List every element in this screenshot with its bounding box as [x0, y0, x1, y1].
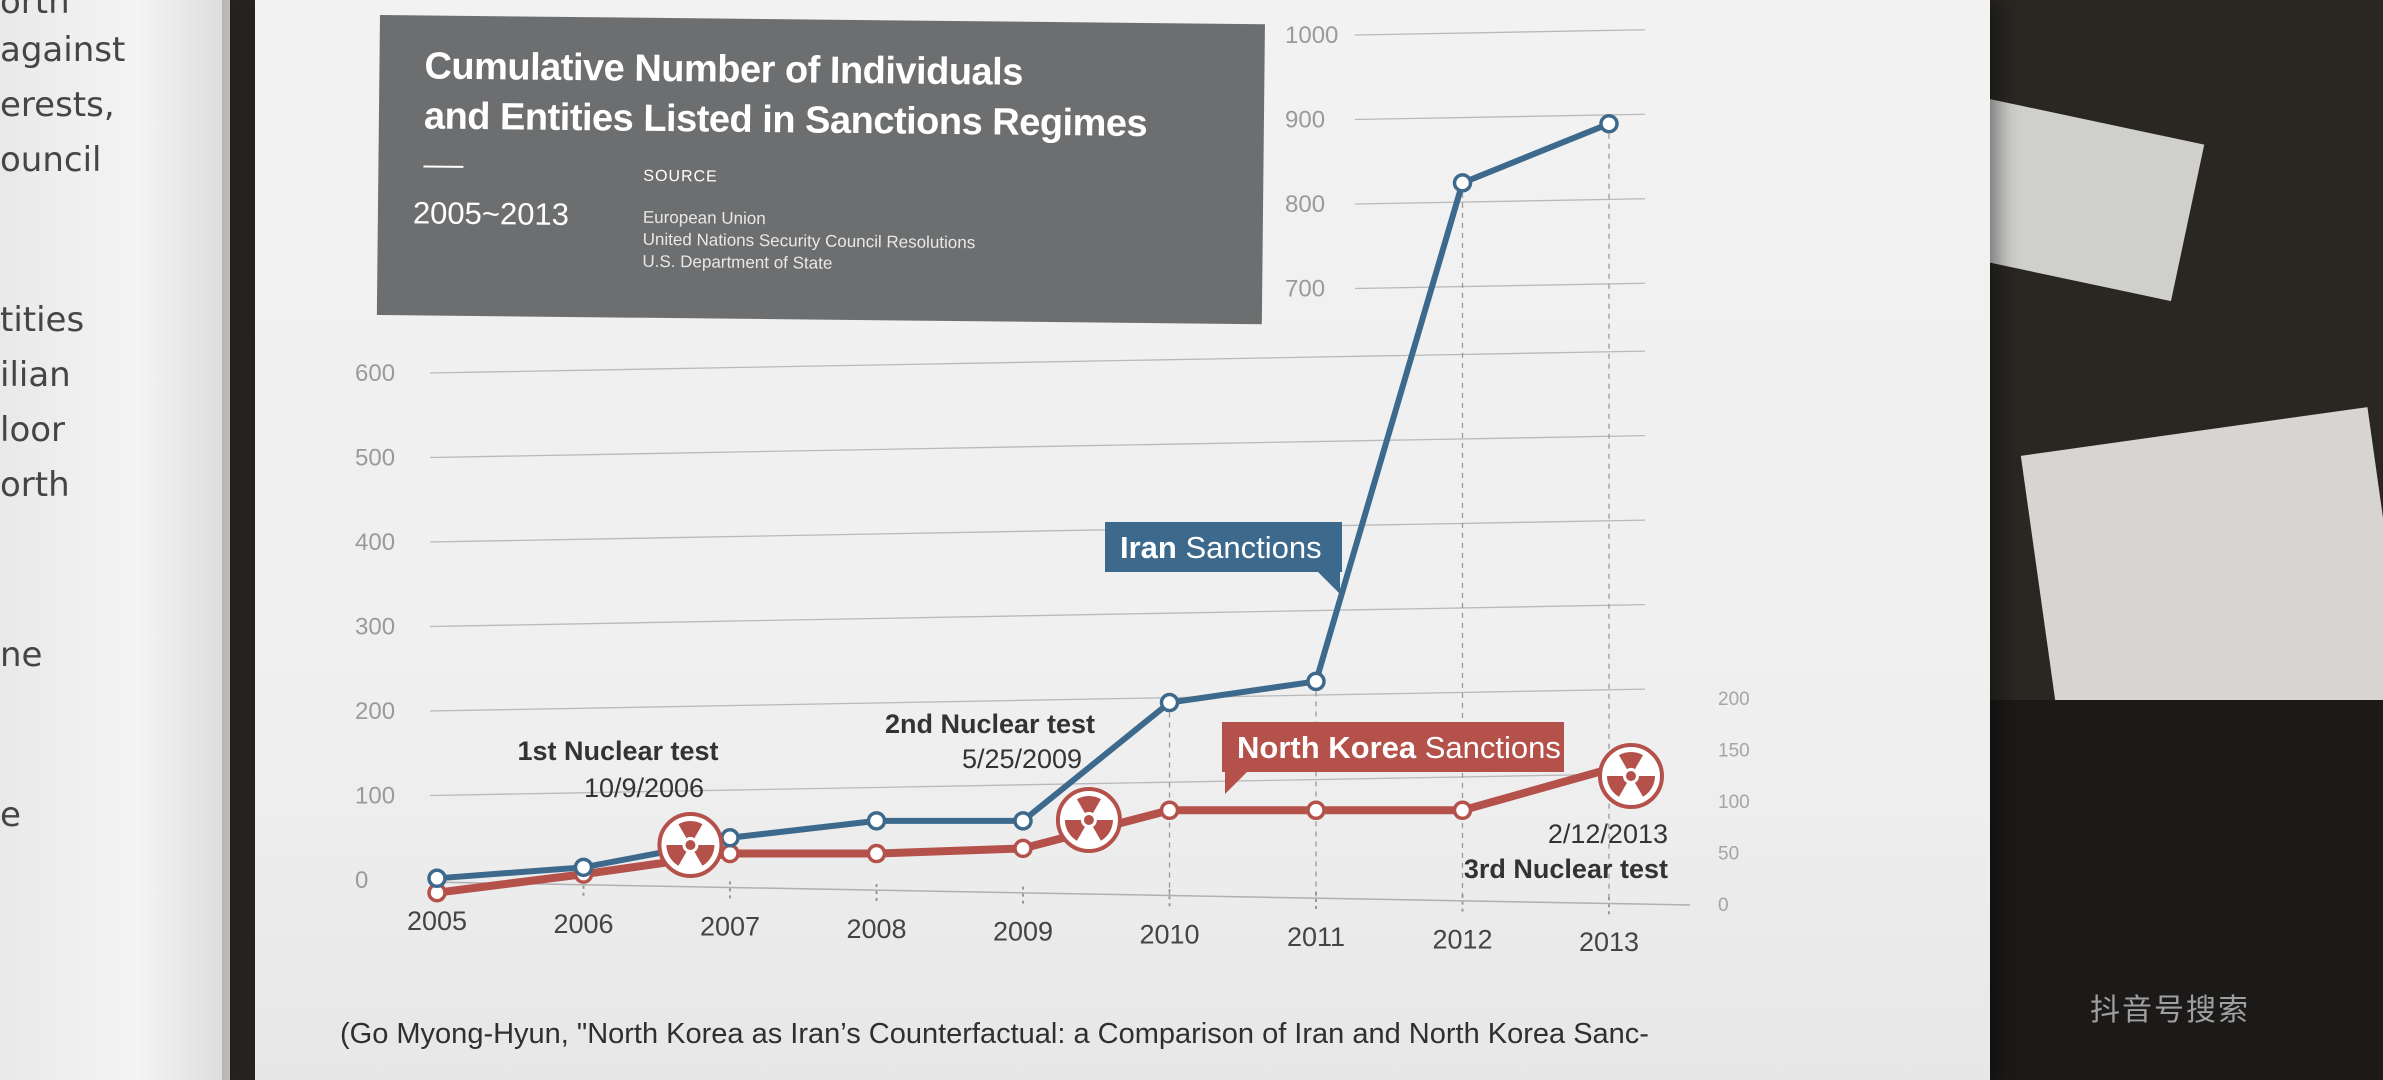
iran-data-point — [1452, 173, 1473, 193]
y-tick-label: 800 — [1285, 191, 1325, 218]
iran-data-point — [1306, 671, 1326, 692]
y-tick-label: 0 — [355, 867, 368, 894]
iran-data-point — [427, 868, 447, 889]
y-tick-label: 700 — [1285, 276, 1325, 303]
chart-title-line1: Cumulative Number of Individuals — [424, 45, 1024, 94]
y-tick-label: 300 — [355, 614, 395, 641]
right-y-tick-label: 50 — [1718, 844, 1739, 865]
source-item: United Nations Security Council Resoluti… — [642, 229, 976, 253]
series-label-tail — [1225, 772, 1247, 794]
nuclear-test-date: 2/12/2013 — [1548, 819, 1668, 849]
x-tick-label: 2008 — [846, 914, 906, 944]
iran-sanctions-line — [436, 120, 1611, 882]
chart-year-range: 2005~2013 — [412, 195, 570, 232]
right-y-tick-label: 100 — [1718, 792, 1750, 813]
gridline — [429, 688, 1646, 712]
north-korea-data-point — [1013, 838, 1033, 859]
x-axis-line — [429, 881, 1691, 906]
series-label-text: North Korea Sanctions — [1237, 730, 1561, 765]
x-tick-label: 2009 — [993, 917, 1053, 947]
watermark-text: 抖音号搜索 — [2090, 993, 2250, 1028]
iran-data-point — [866, 811, 887, 831]
nuclear-test-date: 5/25/2009 — [962, 744, 1082, 774]
right-y-tick-label: 200 — [1718, 689, 1750, 710]
right-y-tick-label: 0 — [1718, 895, 1729, 916]
gridline — [429, 603, 1646, 628]
left-page-text: e — [0, 795, 21, 835]
x-tick-label: 2007 — [700, 911, 760, 941]
chart-title-line2: and Entities Listed in Sanctions Regimes — [423, 95, 1148, 146]
series-label-text: Iran Sanctions — [1120, 530, 1322, 565]
source-item: European Union — [642, 207, 766, 229]
iran-data-point — [573, 857, 594, 878]
gridline — [429, 519, 1646, 543]
y-tick-label: 1000 — [1285, 22, 1338, 49]
gridline — [1354, 198, 1646, 205]
left-page-text: orth — [0, 465, 70, 505]
y-tick-label: 600 — [355, 360, 395, 387]
title-divider — [423, 165, 464, 168]
x-tick-label: 2010 — [1139, 919, 1199, 949]
y-tick-label: 900 — [1285, 107, 1325, 134]
gridline — [429, 350, 1646, 374]
nuclear-test-label: 1st Nuclear test — [517, 736, 718, 766]
nuclear-test-label: 2nd Nuclear test — [885, 709, 1095, 739]
figure-caption: (Go Myong-Hyun, "North Korea as Iran’s C… — [340, 1018, 1649, 1050]
gridline — [1354, 29, 1646, 36]
x-tick-label: 2005 — [407, 906, 467, 936]
gridline — [1354, 113, 1646, 121]
left-page-text: erests, — [0, 85, 115, 125]
iran-data-point — [1599, 113, 1619, 134]
source-item: U.S. Department of State — [642, 251, 833, 273]
left-page-text: loor — [0, 410, 66, 450]
left-page-text: ilian — [0, 355, 71, 395]
x-tick-label: 2011 — [1287, 922, 1345, 952]
north-korea-data-point — [866, 843, 887, 864]
right-y-tick-label: 150 — [1718, 741, 1750, 762]
iran-data-point — [1159, 692, 1180, 713]
y-tick-label: 400 — [355, 529, 395, 556]
radiation-icon — [1055, 787, 1122, 853]
radiation-icon — [657, 812, 724, 878]
y-tick-label: 100 — [355, 783, 395, 810]
left-page-text: tities — [0, 300, 85, 340]
north-korea-data-point — [1159, 800, 1180, 821]
north-korea-data-point — [1306, 800, 1326, 821]
y-tick-label: 500 — [355, 445, 395, 472]
gridline — [429, 772, 1646, 797]
iran-data-point — [1013, 811, 1033, 831]
left-page-text: ne — [0, 635, 43, 675]
desk-surface — [1990, 700, 2383, 1080]
nuclear-test-label: 3rd Nuclear test — [1464, 854, 1668, 884]
series-label-box — [1105, 522, 1342, 572]
north-korea-data-point — [720, 843, 740, 864]
source-label: SOURCE — [643, 167, 718, 186]
series-label-box — [1222, 722, 1564, 772]
iran-data-point — [720, 828, 740, 848]
gridline — [429, 434, 1646, 459]
nuclear-test-date: 10/9/2006 — [584, 773, 704, 803]
north-korea-data-point — [1452, 800, 1473, 821]
chart-title-box: Cumulative Number of Individuals and Ent… — [376, 15, 1265, 325]
gridline — [1354, 282, 1646, 290]
radiation-icon — [1597, 743, 1664, 809]
series-label-tail — [1318, 572, 1340, 594]
left-book-page: orth against erests, ouncil tities ilian… — [0, 0, 230, 1080]
left-page-text: orth — [0, 0, 70, 22]
left-page-text: against — [0, 30, 126, 70]
x-tick-label: 2012 — [1432, 925, 1492, 955]
y-tick-label: 200 — [355, 698, 395, 725]
x-tick-label: 2013 — [1579, 927, 1639, 957]
left-page-text: ouncil — [0, 140, 102, 180]
x-tick-label: 2006 — [553, 909, 613, 939]
